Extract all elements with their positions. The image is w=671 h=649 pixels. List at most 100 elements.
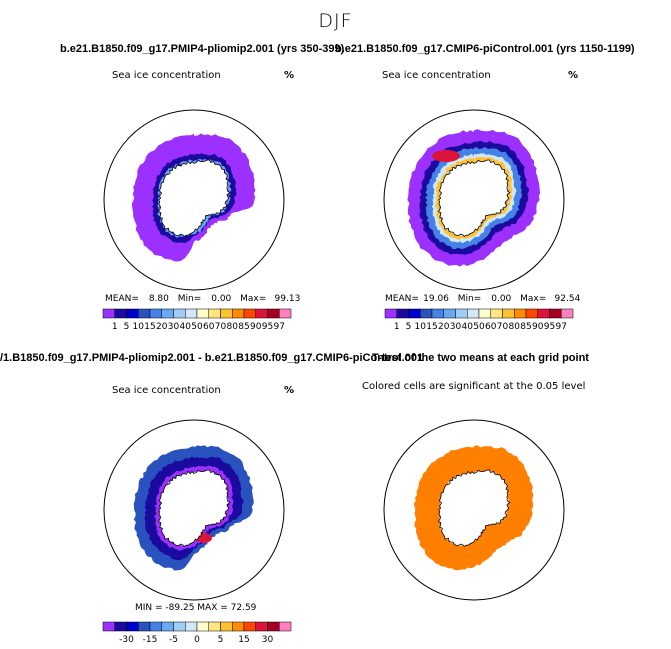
colorbar-cell xyxy=(431,308,444,319)
stats-top-left: MEAN= 8.80 Min= 0.00 Max= 99.13 xyxy=(105,294,301,304)
antarctica-outline xyxy=(157,159,231,237)
colorbar-tick-label: 85 xyxy=(238,322,249,332)
colorbar-cell xyxy=(243,308,256,319)
colorbar-cell xyxy=(102,621,115,632)
colorbar-cell xyxy=(173,308,186,319)
colorbar-cell xyxy=(267,308,280,319)
colorbar-cell xyxy=(525,308,538,319)
season-title: DJF xyxy=(318,10,353,32)
map-bottom-right xyxy=(383,419,565,601)
colorbar-tick-label: 70 xyxy=(497,322,509,332)
ice-field-inner xyxy=(157,159,232,238)
colorbar-cell xyxy=(420,308,433,319)
colorbar-tick-label: 15 xyxy=(144,322,155,332)
colorbar-cell xyxy=(467,308,480,319)
ice-field-band-2 xyxy=(425,147,522,250)
ice-field-band-4 xyxy=(435,157,513,241)
colorbar-tick-label: 85 xyxy=(520,322,531,332)
stats-bottom-left: MIN = -89.25 MAX = 72.59 xyxy=(135,603,257,613)
colorbar-tick-label: 10 xyxy=(133,322,145,332)
colorbar-cell xyxy=(255,308,268,319)
colorbar-cell xyxy=(514,308,527,319)
colorbar-tick-label: 30 xyxy=(450,322,462,332)
colorbar-cell xyxy=(384,308,397,319)
colorbar-tick-label: -15 xyxy=(143,635,158,645)
colorbar-cell xyxy=(490,308,503,319)
colorbar-cell xyxy=(232,308,245,319)
colorbar-cell xyxy=(126,308,139,319)
colorbar-tick-label: 5 xyxy=(124,322,130,332)
colorbar-tick-label: 15 xyxy=(238,635,249,645)
colorbar-cell xyxy=(161,308,174,319)
colorbar-cell xyxy=(185,308,198,319)
colorbar-cell xyxy=(255,621,268,632)
colorbar-cell xyxy=(478,308,491,319)
colorbar-tick-label: 1 xyxy=(394,322,400,332)
colorbar-cell xyxy=(232,621,245,632)
colorbar-cell xyxy=(114,621,127,632)
colorbar-cell xyxy=(173,621,186,632)
colorbar-cell xyxy=(243,621,256,632)
colorbar-bottom-left: -30 -15 -5 0 5 15 30 xyxy=(102,621,292,645)
colorbar-tick-label: 70 xyxy=(215,322,227,332)
colorbar-cell xyxy=(408,308,421,319)
colorbar-tick-label: 40 xyxy=(462,322,474,332)
label-bottom-left: Sea ice concentration xyxy=(112,385,221,396)
title-top-right: b.e21.B1850.f09_g17.CMIP6-piControl.001 … xyxy=(335,43,635,55)
colorbar-cell xyxy=(455,308,468,319)
significance-field xyxy=(413,445,534,571)
colorbar-cell xyxy=(561,308,574,319)
colorbar-tick-label: 97 xyxy=(556,322,567,332)
colorbar-top-right: 1 5 10 15 20 30 40 50 60 70 80 85 90 95 97 xyxy=(384,308,574,332)
colorbar-cell xyxy=(267,621,280,632)
colorbar-tick-label: 30 xyxy=(262,635,274,645)
colorbar-cell xyxy=(208,308,221,319)
colorbar-tick-label: 1 xyxy=(112,322,118,332)
colorbar-cell xyxy=(537,308,550,319)
label-top-left: Sea ice concentration xyxy=(112,70,221,81)
unit-top-right: % xyxy=(568,70,579,81)
colorbar-tick-label: 90 xyxy=(532,322,544,332)
colorbar-tick-label: 80 xyxy=(227,322,239,332)
colorbar-cell xyxy=(161,621,174,632)
colorbar-tick-label: 20 xyxy=(438,322,450,332)
colorbar-tick-label: 5 xyxy=(406,322,412,332)
colorbar-tick-label: 10 xyxy=(415,322,427,332)
colorbar-tick-label: 60 xyxy=(203,322,215,332)
colorbar-cell xyxy=(396,308,409,319)
colorbar-cell xyxy=(549,308,562,319)
colorbar-top-left: 1 5 10 15 20 30 40 50 60 70 80 85 90 95 97 xyxy=(102,308,292,332)
colorbar-cell xyxy=(443,308,456,319)
colorbar-cell xyxy=(220,308,233,319)
colorbar-tick-label: 97 xyxy=(274,322,285,332)
title-top-left: b.e21.B1850.f09_g17.PMIP4-pliomip2.001 (… xyxy=(60,43,345,55)
colorbar-cell xyxy=(279,308,292,319)
unit-bottom-left: % xyxy=(284,385,295,396)
colorbar-cell xyxy=(185,621,198,632)
colorbar-tick-label: 20 xyxy=(156,322,168,332)
stats-top-right: MEAN= 19.06 Min= 0.00 Max= 92.54 xyxy=(385,294,581,304)
title-bottom-left: /1.B1850.f09_g17.PMIP4-pliomip2.001 - b.… xyxy=(0,352,424,364)
colorbar-cell xyxy=(502,308,515,319)
colorbar-cell xyxy=(196,621,209,632)
colorbar-cell xyxy=(149,621,162,632)
colorbar-cell xyxy=(220,621,233,632)
label-bottom-right: Colored cells are significant at the 0.0… xyxy=(362,381,586,392)
colorbar-cell xyxy=(126,621,139,632)
colorbar-tick-label: 30 xyxy=(168,322,180,332)
ice-max-spot xyxy=(432,150,460,162)
label-top-right: Sea ice concentration xyxy=(382,70,491,81)
colorbar-cell xyxy=(208,621,221,632)
antarctica-outline xyxy=(437,159,511,237)
colorbar-cell xyxy=(102,308,115,319)
colorbar-tick-label: -5 xyxy=(169,635,178,645)
map-bottom-left xyxy=(103,419,285,601)
map-top-left xyxy=(103,109,285,291)
colorbar-tick-label: 90 xyxy=(250,322,262,332)
colorbar-tick-label: 95 xyxy=(262,322,273,332)
colorbar-tick-label: 60 xyxy=(485,322,497,332)
colorbar-cell xyxy=(149,308,162,319)
title-bottom-right: T-test of the two means at each grid poi… xyxy=(372,352,589,364)
colorbar-tick-label: -30 xyxy=(119,635,134,645)
